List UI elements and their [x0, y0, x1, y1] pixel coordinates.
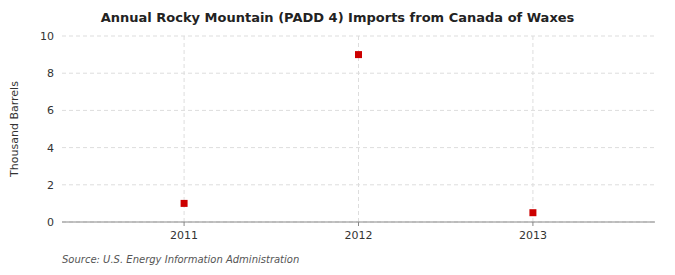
- chart-container: 2011 2012 2013 0 2 4 6 8 10 Thousand Barrels Annua…: [0, 0, 675, 275]
- data-point: [529, 209, 536, 216]
- x-grid-line: [358, 36, 359, 222]
- y-tick-label: 2: [47, 179, 54, 192]
- x-tick: [184, 222, 185, 226]
- x-grid-line: [184, 36, 185, 222]
- x-tick-label: 2013: [519, 229, 547, 242]
- y-axis-label: Thousand Barrels: [8, 81, 21, 178]
- y-grid-line: [62, 110, 655, 111]
- chart-title: Annual Rocky Mountain (PADD 4) Imports f…: [101, 10, 575, 25]
- grid: [62, 36, 655, 222]
- y-tick-label: 8: [47, 67, 54, 80]
- y-grid-line: [62, 147, 655, 148]
- x-tick-label: 2012: [345, 229, 373, 242]
- x-tick: [532, 222, 533, 226]
- data-point: [181, 200, 188, 207]
- y-tick-label: 0: [47, 216, 54, 229]
- y-tick-label: 10: [40, 30, 54, 43]
- chart-svg: 2011 2012 2013 0 2 4 6 8 10 Thousand Barrels Annua…: [0, 0, 675, 275]
- x-axis: 2011 2012 2013: [170, 222, 547, 242]
- y-tick-label: 6: [47, 104, 54, 117]
- y-tick-label: 4: [47, 142, 54, 155]
- y-axis: 0 2 4 6 8 10: [40, 30, 54, 229]
- x-tick-label: 2011: [170, 229, 198, 242]
- x-grid-line: [532, 36, 533, 222]
- source-note: Source: U.S. Energy Information Administ…: [62, 254, 299, 265]
- x-tick: [358, 222, 359, 226]
- data-points: [181, 51, 537, 216]
- data-point: [355, 51, 362, 58]
